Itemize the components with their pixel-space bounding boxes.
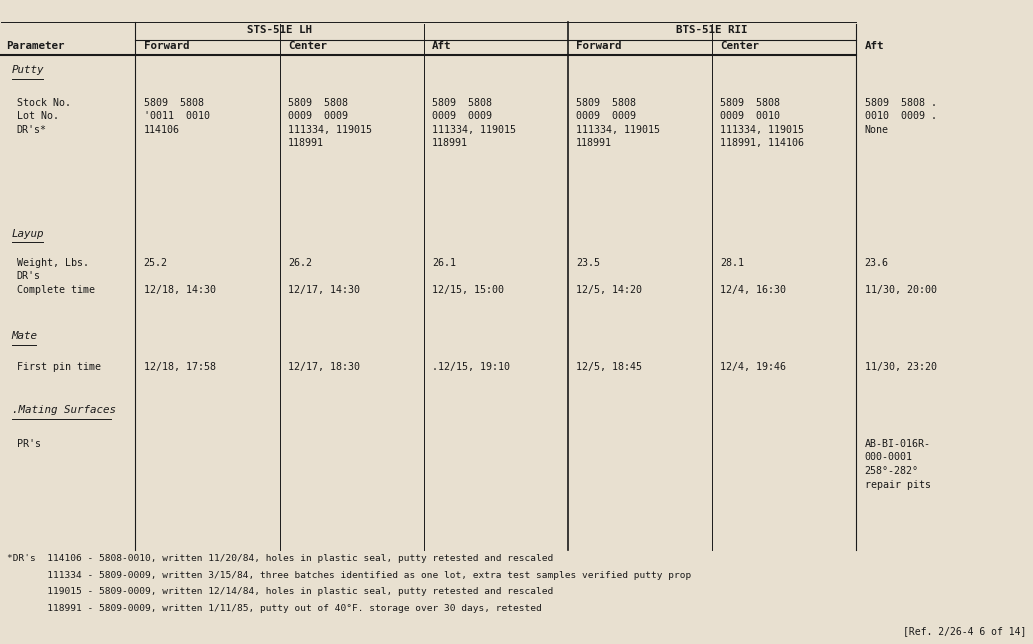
Text: 5809  5808
'0011  0010
114106: 5809 5808 '0011 0010 114106: [144, 98, 210, 135]
Text: Mate: Mate: [11, 331, 37, 341]
Text: 119015 - 5809-0009, written 12/14/84, holes in plastic seal, putty retested and : 119015 - 5809-0009, written 12/14/84, ho…: [6, 587, 553, 596]
Text: STS-51E LH: STS-51E LH: [247, 25, 312, 35]
Text: Aft: Aft: [432, 41, 451, 52]
Text: 12/4, 19:46: 12/4, 19:46: [720, 362, 786, 372]
Text: [Ref. 2/26-4 6 of 14]: [Ref. 2/26-4 6 of 14]: [903, 626, 1027, 636]
Text: 25.2

12/18, 14:30: 25.2 12/18, 14:30: [144, 258, 216, 295]
Text: 23.6

11/30, 20:00: 23.6 11/30, 20:00: [865, 258, 937, 295]
Text: *DR's  114106 - 5808-0010, written 11/20/84, holes in plastic seal, putty retest: *DR's 114106 - 5808-0010, written 11/20/…: [6, 554, 553, 563]
Text: 11/30, 23:20: 11/30, 23:20: [865, 362, 937, 372]
Text: 5809  5808
0009  0009
111334, 119015
118991: 5809 5808 0009 0009 111334, 119015 11899…: [576, 98, 660, 148]
Text: .12/15, 19:10: .12/15, 19:10: [432, 362, 510, 372]
Text: BTS-51E RII: BTS-51E RII: [677, 25, 748, 35]
Text: 23.5

12/5, 14:20: 23.5 12/5, 14:20: [576, 258, 643, 295]
Text: .Mating Surfaces: .Mating Surfaces: [11, 405, 116, 415]
Text: 118991 - 5809-0009, written 1/11/85, putty out of 40°F. storage over 30 days, re: 118991 - 5809-0009, written 1/11/85, put…: [6, 604, 541, 613]
Text: 12/18, 17:58: 12/18, 17:58: [144, 362, 216, 372]
Text: Center: Center: [720, 41, 759, 52]
Text: Parameter: Parameter: [6, 41, 65, 52]
Text: Forward: Forward: [144, 41, 189, 52]
Text: Forward: Forward: [576, 41, 622, 52]
Text: 5809  5808
0009  0009
111334, 119015
118991: 5809 5808 0009 0009 111334, 119015 11899…: [432, 98, 516, 148]
Text: 5809  5808
0009  0009
111334, 119015
118991: 5809 5808 0009 0009 111334, 119015 11899…: [288, 98, 372, 148]
Text: 5809  5808 .
0010  0009 .
None: 5809 5808 . 0010 0009 . None: [865, 98, 937, 135]
Text: 5809  5808
0009  0010
111334, 119015
118991, 114106: 5809 5808 0009 0010 111334, 119015 11899…: [720, 98, 805, 148]
Text: Stock No.
Lot No.
DR's*: Stock No. Lot No. DR's*: [17, 98, 71, 135]
Text: 28.1

12/4, 16:30: 28.1 12/4, 16:30: [720, 258, 786, 295]
Text: Layup: Layup: [11, 229, 44, 239]
Text: Aft: Aft: [865, 41, 884, 52]
Text: PR's: PR's: [17, 439, 41, 449]
Text: First pin time: First pin time: [17, 362, 101, 372]
Text: Weight, Lbs.
DR's
Complete time: Weight, Lbs. DR's Complete time: [17, 258, 95, 295]
Text: Center: Center: [288, 41, 326, 52]
Text: 12/5, 18:45: 12/5, 18:45: [576, 362, 643, 372]
Text: 26.2

12/17, 14:30: 26.2 12/17, 14:30: [288, 258, 359, 295]
Text: 26.1

12/15, 15:00: 26.1 12/15, 15:00: [432, 258, 504, 295]
Text: Putty: Putty: [11, 65, 44, 75]
Text: AB-BI-016R-
000-0001
258°-282°
repair pits: AB-BI-016R- 000-0001 258°-282° repair pi…: [865, 439, 931, 489]
Text: 12/17, 18:30: 12/17, 18:30: [288, 362, 359, 372]
Text: 111334 - 5809-0009, written 3/15/84, three batches identified as one lot, extra : 111334 - 5809-0009, written 3/15/84, thr…: [6, 571, 691, 580]
